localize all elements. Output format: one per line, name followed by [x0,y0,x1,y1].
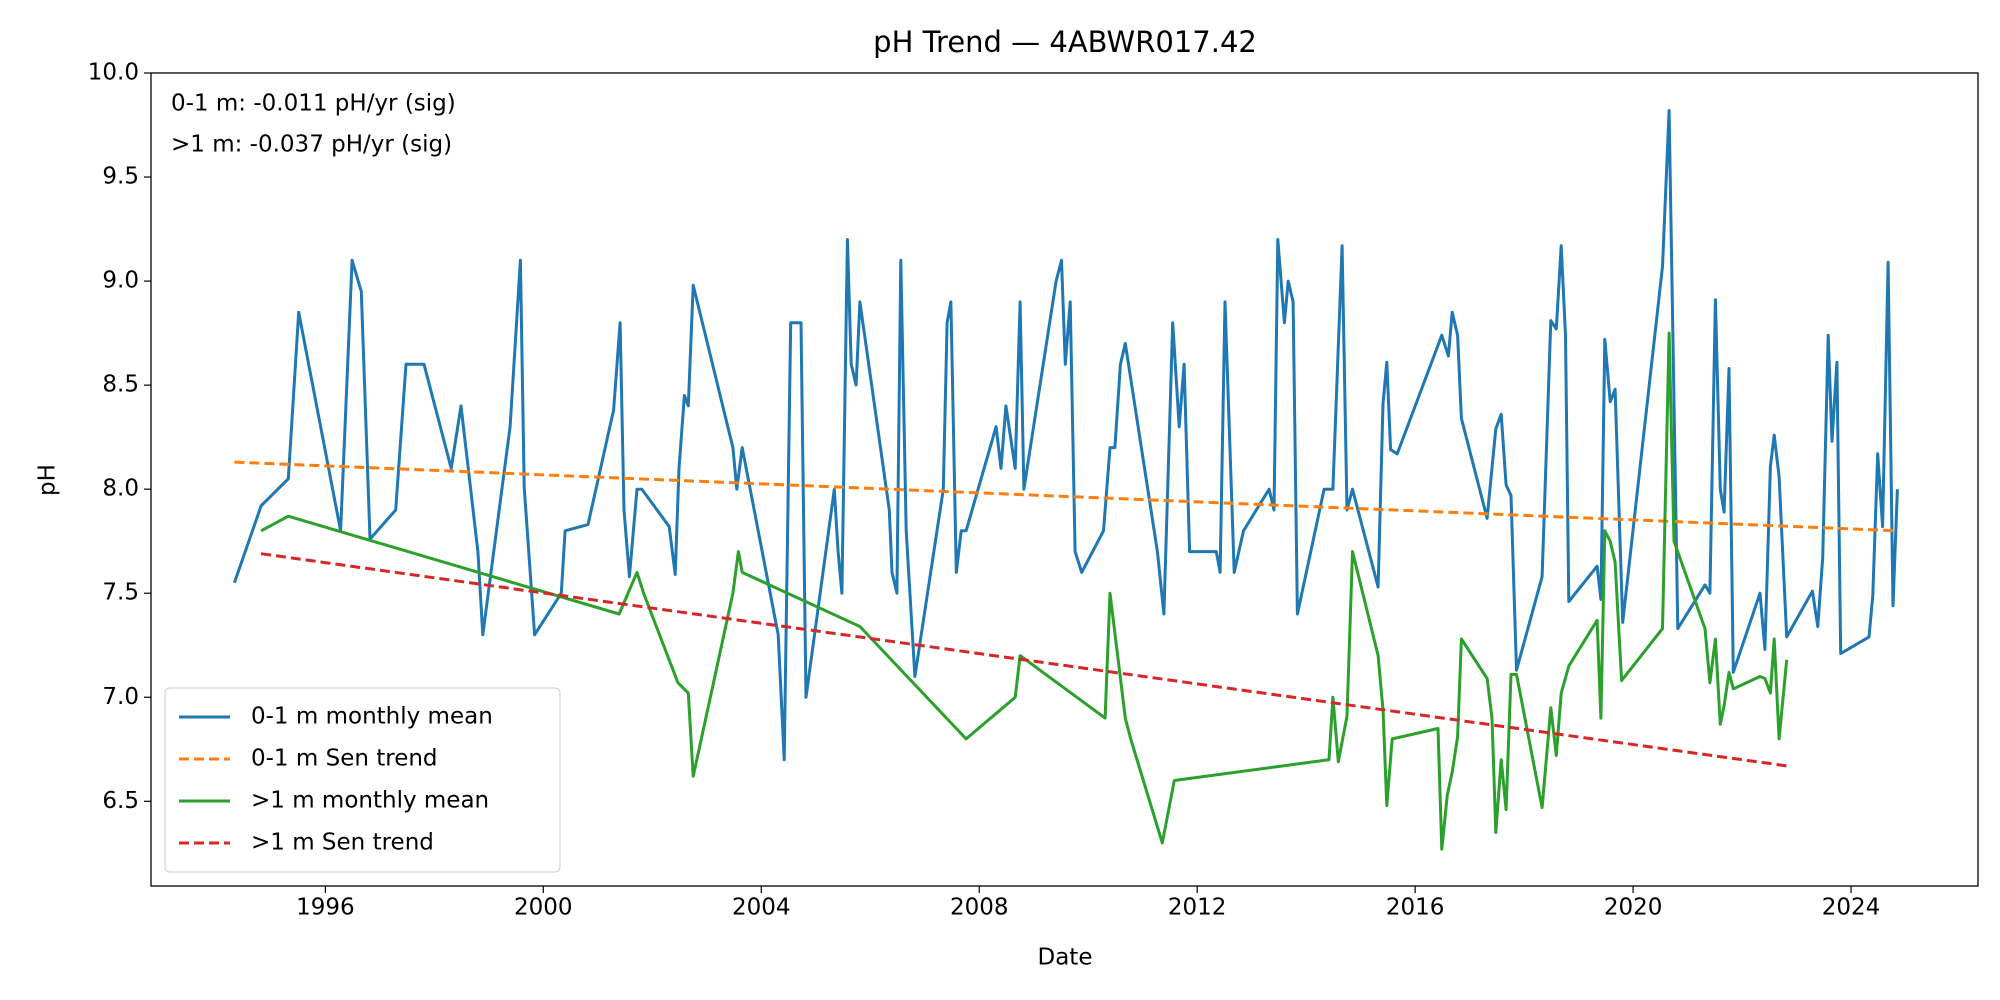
annotation: 0-1 m: -0.011 pH/yr (sig) [171,91,456,117]
legend-box [164,687,561,873]
legend-label: >1 m monthly mean [251,788,489,814]
legend-label: >1 m Sen trend [251,830,434,856]
x-tick-label: 2000 [514,895,573,921]
legend-label: 0-1 m Sen trend [251,746,438,772]
y-axis-label: pH [35,464,61,496]
y-tick-label: 10.0 [88,60,139,86]
y-tick-label: 8.5 [102,372,139,398]
y-tick-label: 7.5 [102,580,139,606]
x-tick-label: 2020 [1604,895,1663,921]
x-tick-label: 2004 [732,895,791,921]
y-tick-label: 9.0 [102,268,139,294]
y-tick-label: 9.5 [102,164,139,190]
x-tick-label: 1996 [296,895,355,921]
x-tick-label: 2016 [1386,895,1445,921]
series-line [260,552,1787,768]
chart-title: pH Trend — 4ABWR017.42 [873,25,1257,59]
legend-label: 0-1 m monthly mean [251,704,493,730]
y-tick-label: 6.5 [102,788,139,814]
x-axis-label: Date [1038,945,1093,971]
series-line [260,331,1789,851]
x-tick-label: 2024 [1822,895,1881,921]
x-tick-label: 2012 [1168,895,1227,921]
y-tick-label: 7.0 [102,684,139,710]
series-line [234,460,1898,533]
y-tick-label: 8.0 [102,476,139,502]
x-tick-label: 2008 [950,895,1009,921]
plot-frame [150,72,1979,887]
annotation: >1 m: -0.037 pH/yr (sig) [171,132,452,158]
